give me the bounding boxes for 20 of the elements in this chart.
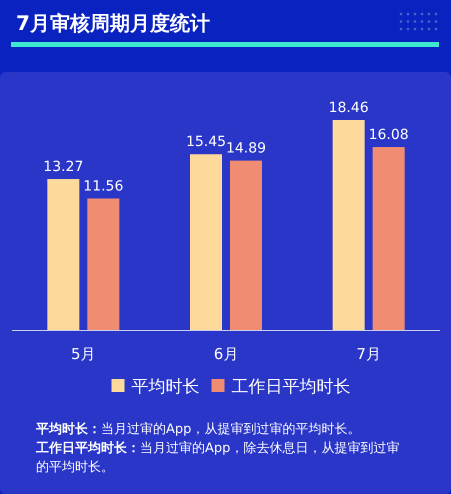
bar — [372, 147, 405, 330]
bar — [190, 154, 222, 330]
text: 平均时长：当月过审的App，从提审到过审的平均时长。 — [35, 421, 360, 437]
bar — [87, 198, 120, 330]
data-label: 15.45 — [186, 134, 226, 150]
data-label: 18.46 — [328, 100, 369, 116]
bar — [230, 160, 262, 330]
text: 工作日平均时长：当月过审的App，除去休息日，从提审到过审的平均时长。 — [36, 441, 400, 475]
legend-label: 平均时长 — [132, 377, 200, 397]
data-label: 11.56 — [83, 178, 124, 194]
x-tick-label: 6月 — [214, 345, 238, 363]
data-label: 16.08 — [368, 127, 409, 144]
x-tick-label: 5月 — [71, 345, 96, 363]
data-label: 13.27 — [43, 159, 84, 176]
x-tick-label: 7月 — [356, 345, 381, 363]
bar — [47, 179, 80, 330]
legend-label: 工作日平均时长 — [232, 377, 350, 397]
chart-title: 7月审核周期月度统计 — [16, 11, 210, 35]
data-label: 14.89 — [226, 140, 266, 157]
bar — [332, 120, 365, 330]
